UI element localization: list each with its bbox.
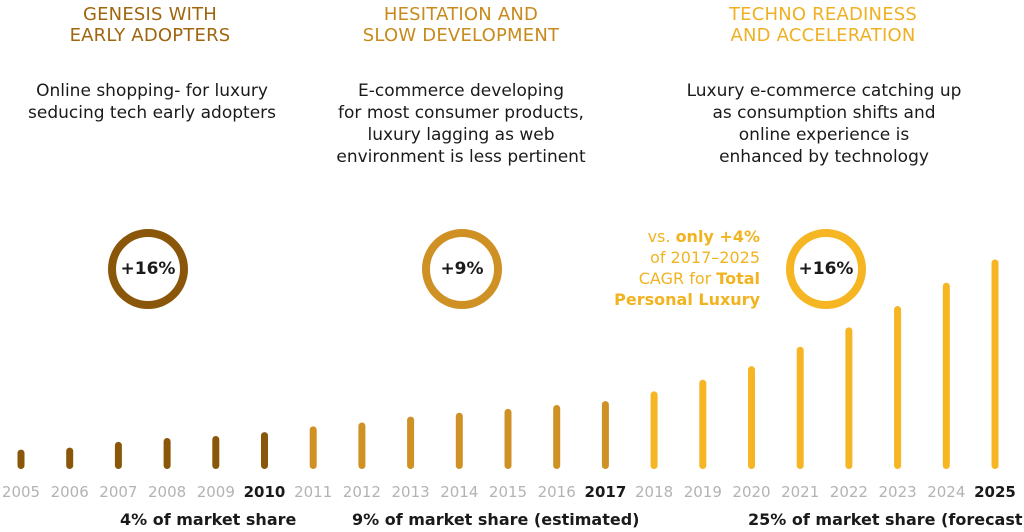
phase-title: GENESIS WITH EARLY ADOPTERS [0, 4, 300, 46]
cagr-value: +16% [120, 259, 176, 279]
title-line: SLOW DEVELOPMENT [362, 25, 560, 46]
bar-2015 [504, 408, 512, 469]
note-line: of 2017–2025 [650, 248, 760, 267]
title-line: AND ACCELERATION [730, 25, 916, 46]
tick-label-2017: 2017 [585, 483, 627, 501]
bar-2020 [748, 366, 755, 469]
bar-2014 [455, 412, 463, 469]
tick-label-2013: 2013 [392, 483, 430, 501]
phase-description: E-commerce developing for most consumer … [296, 80, 626, 168]
bar-2016 [553, 404, 561, 469]
title-line: TECHNO READINESS [728, 4, 918, 25]
bar-2023 [894, 306, 902, 469]
bar-2022 [845, 327, 853, 469]
tick-label-2023: 2023 [879, 483, 917, 501]
tick-label-2005: 2005 [2, 483, 40, 501]
bar-2013 [407, 416, 415, 469]
desc-line: Luxury e-commerce catching up [686, 81, 962, 101]
phase-title: TECHNO READINESS AND ACCELERATION [673, 4, 973, 46]
desc-line: Online shopping- for luxury [36, 81, 268, 101]
note-line: vs. only +4% [647, 227, 760, 246]
tick-label-2016: 2016 [538, 483, 576, 501]
market-share-label: 9% of market share (estimated) [352, 510, 640, 529]
desc-line: luxury lagging as web [367, 125, 555, 145]
desc-line: environment is less pertinent [336, 147, 586, 167]
bar-2018 [650, 391, 658, 469]
desc-line: seducing tech early adopters [28, 103, 276, 123]
phase-description: Online shopping- for luxury seducing tec… [0, 80, 317, 124]
comparison-note: vs. only +4% of 2017–2025 CAGR for Total… [600, 226, 760, 310]
bar-2019 [699, 379, 707, 469]
tick-label-2007: 2007 [99, 483, 137, 501]
tick-label-2021: 2021 [781, 483, 819, 501]
tick-label-2008: 2008 [148, 483, 186, 501]
cagr-circle: +9% [422, 229, 502, 309]
market-share-label: 4% of market share [120, 510, 297, 529]
bar-2021 [796, 346, 804, 469]
phase-title: HESITATION AND SLOW DEVELOPMENT [311, 4, 611, 46]
tick-label-2020: 2020 [732, 483, 770, 501]
tick-label-2010: 2010 [244, 483, 286, 501]
bar-2005 [17, 449, 25, 469]
bar-2006 [66, 447, 74, 469]
note-line: Personal Luxury [614, 290, 760, 309]
title-line: EARLY ADOPTERS [69, 25, 231, 46]
tick-label-2019: 2019 [684, 483, 722, 501]
tick-label-2011: 2011 [294, 483, 332, 501]
tick-label-2025: 2025 [974, 483, 1016, 501]
note-line: CAGR for Total [638, 269, 760, 288]
cagr-value: +9% [440, 259, 484, 279]
phase-description: Luxury e-commerce catching up as consump… [659, 80, 989, 168]
cagr-value: +16% [798, 259, 854, 279]
bar-2011 [309, 426, 317, 469]
desc-line: as consumption shifts and [712, 103, 936, 123]
desc-line: online experience is [738, 125, 910, 145]
cagr-circle: +16% [108, 229, 188, 309]
bar-2010 [261, 432, 268, 469]
tick-label-2018: 2018 [635, 483, 673, 501]
desc-line: enhanced by technology [719, 147, 929, 167]
title-line: GENESIS WITH [82, 4, 218, 25]
tick-label-2024: 2024 [927, 483, 965, 501]
desc-line: E-commerce developing [357, 81, 564, 101]
bar-2025 [991, 259, 999, 469]
bar-2012 [358, 422, 366, 469]
bar-2017 [601, 401, 609, 469]
title-line: HESITATION AND [383, 4, 539, 25]
bar-2009 [212, 436, 220, 469]
tick-label-2022: 2022 [830, 483, 868, 501]
market-share-label: 25% of market share (forecast) [748, 510, 1024, 529]
tick-label-2006: 2006 [51, 483, 89, 501]
tick-label-2012: 2012 [343, 483, 381, 501]
tick-label-2014: 2014 [440, 483, 478, 501]
desc-line: for most consumer products, [338, 103, 584, 123]
bar-2007 [114, 441, 122, 469]
tick-label-2015: 2015 [489, 483, 527, 501]
bar-2008 [163, 437, 171, 469]
tick-label-2009: 2009 [197, 483, 235, 501]
cagr-circle: +16% [786, 229, 866, 309]
bar-2024 [942, 282, 950, 469]
